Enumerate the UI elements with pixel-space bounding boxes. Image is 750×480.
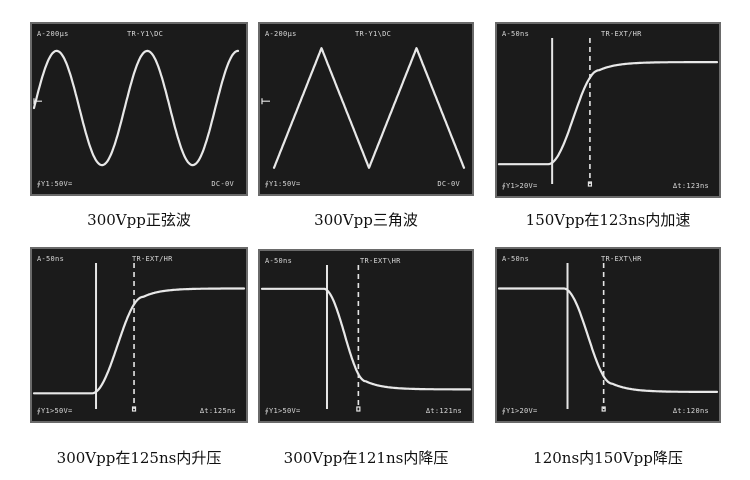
- channel-scale-label: ∮Y1:50V=: [37, 180, 73, 188]
- scope-panel-sine: A-200μs TR-Y1\DC ∮Y1:50V= DC-0V: [30, 22, 248, 196]
- trigger-level-marker: [261, 98, 270, 105]
- cursor-end-marker: [356, 406, 361, 412]
- channel-scale-label: ∮Y1:50V=: [265, 180, 301, 188]
- trigger-label: TR-Y1\DC: [355, 30, 392, 38]
- waveform-plot: [497, 38, 719, 187]
- trigger-label: TR-Y1\DC: [127, 30, 164, 38]
- timebase-label: A-50ns: [37, 255, 65, 263]
- cursor-end-marker: [131, 406, 137, 412]
- waveform-plot: [261, 47, 466, 169]
- timebase-label: A-200μs: [265, 30, 297, 38]
- scope-panel-rise-300v: A-50ns TR-EXT/HR ∮Y1>50V= Δt:125ns: [30, 247, 248, 423]
- caption-fall-150v: 120ns内150Vpp降压: [533, 449, 683, 467]
- cursor-end-marker: [587, 181, 593, 187]
- scope-panel-fall-300v: A-50ns TR-EXT\HR ∮Y1>50V= Δt:121ns: [258, 249, 474, 423]
- trigger-label: TR-EXT/HR: [601, 30, 642, 38]
- waveform-trace: [497, 61, 719, 166]
- measurement-label: Δt:123ns: [672, 182, 709, 190]
- trigger-label: TR-EXT\HR: [360, 257, 401, 265]
- trigger-level-marker: [33, 98, 42, 105]
- channel-scale-label: ∮Y1>50V=: [265, 407, 301, 415]
- waveform-trace: [497, 287, 719, 393]
- channel-scale-label: ∮Y1>50V=: [37, 407, 73, 415]
- caption-triangle: 300Vpp三角波: [314, 211, 418, 229]
- waveform-trace: [260, 287, 472, 391]
- timebase-label: A-200μs: [37, 30, 69, 38]
- scope-panel-rise-150v: A-50ns TR-EXT/HR ∮Y1>20V= Δt:123ns: [495, 22, 721, 198]
- measurement-label: Δt:121ns: [425, 407, 462, 415]
- channel-scale-label: ∮Y1>20V=: [502, 407, 538, 415]
- caption-rise-300v: 300Vpp在125ns内升压: [56, 449, 222, 467]
- measurement-label: DC-0V: [437, 180, 460, 188]
- caption-fall-300v: 300Vpp在121ns内降压: [283, 449, 449, 467]
- scope-panel-triangle: A-200μs TR-Y1\DC ∮Y1:50V= DC-0V: [258, 22, 474, 196]
- waveform-plot: [260, 265, 472, 412]
- caption-sine: 300Vpp正弦波: [87, 211, 191, 229]
- waveform-trace: [32, 49, 240, 167]
- waveform-plot: [497, 263, 719, 412]
- measurement-label: Δt:120ns: [672, 407, 709, 415]
- timebase-label: A-50ns: [502, 255, 530, 263]
- waveform-plot: [32, 49, 240, 167]
- cursor-end-marker: [601, 406, 606, 412]
- waveform-trace: [272, 47, 466, 169]
- timebase-label: A-50ns: [265, 257, 293, 265]
- measurement-label: DC-0V: [211, 180, 234, 188]
- measurement-label: Δt:125ns: [199, 407, 236, 415]
- scope-panel-fall-150v: A-50ns TR-EXT\HR ∮Y1>20V= Δt:120ns: [495, 247, 721, 423]
- caption-rise-150v: 150Vpp在123ns内加速: [525, 211, 691, 229]
- timebase-label: A-50ns: [502, 30, 530, 38]
- waveform-trace: [32, 287, 246, 395]
- waveform-plot: [32, 263, 246, 412]
- trigger-label: TR-EXT/HR: [132, 255, 173, 263]
- channel-scale-label: ∮Y1>20V=: [502, 182, 538, 190]
- trigger-label: TR-EXT\HR: [601, 255, 642, 263]
